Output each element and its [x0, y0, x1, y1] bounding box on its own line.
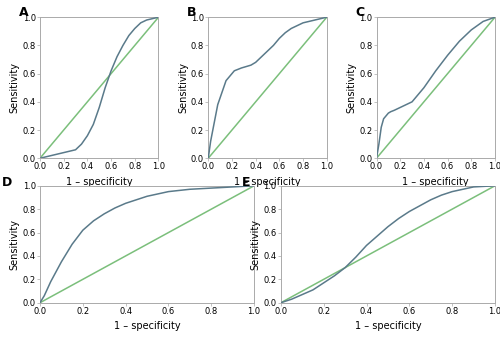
X-axis label: 1 – specificity: 1 – specificity [114, 321, 180, 331]
Text: D: D [2, 176, 12, 190]
Text: A: A [18, 6, 28, 19]
X-axis label: 1 – specificity: 1 – specificity [354, 321, 422, 331]
Y-axis label: Sensitivity: Sensitivity [346, 62, 356, 113]
X-axis label: 1 – specificity: 1 – specificity [402, 177, 469, 187]
X-axis label: 1 – specificity: 1 – specificity [66, 177, 132, 187]
Y-axis label: Sensitivity: Sensitivity [10, 219, 20, 270]
Y-axis label: Sensitivity: Sensitivity [250, 219, 260, 270]
Y-axis label: Sensitivity: Sensitivity [178, 62, 188, 113]
Text: B: B [187, 6, 196, 19]
X-axis label: 1 – specificity: 1 – specificity [234, 177, 301, 187]
Text: E: E [242, 176, 251, 190]
Text: C: C [355, 6, 364, 19]
Y-axis label: Sensitivity: Sensitivity [10, 62, 20, 113]
